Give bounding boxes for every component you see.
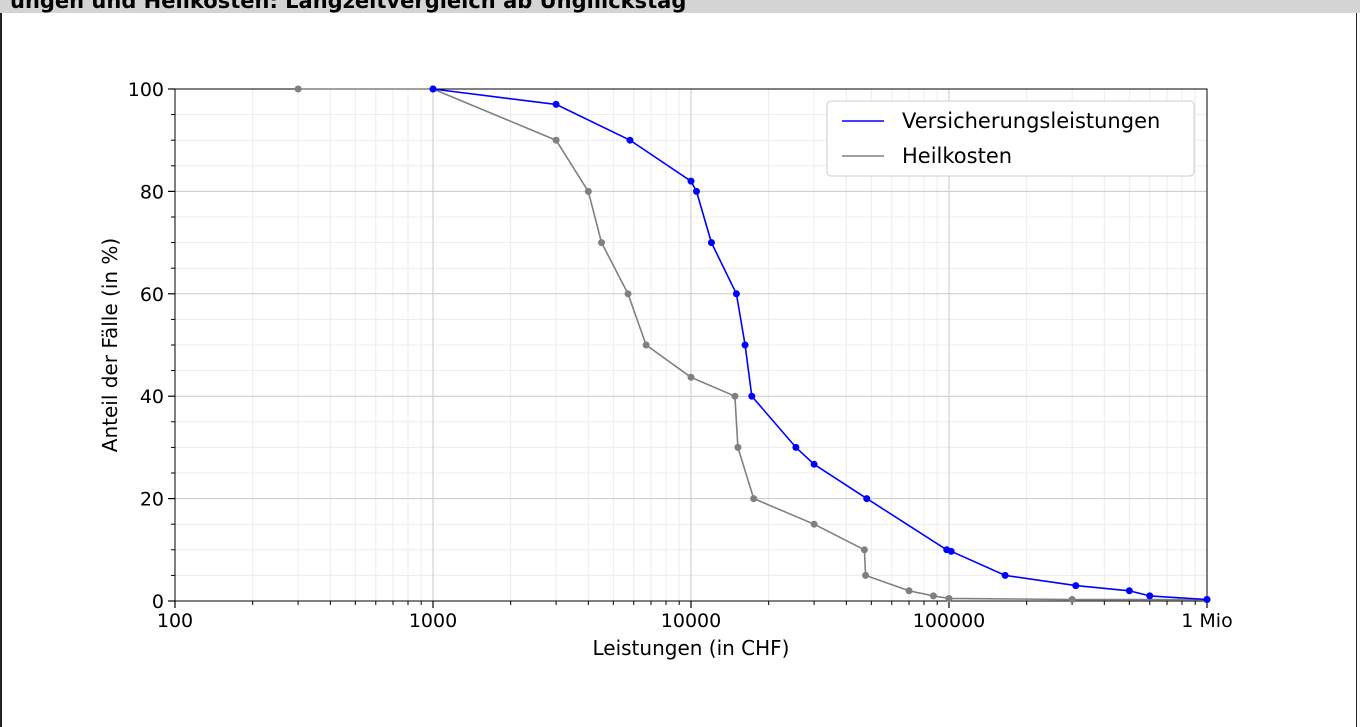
data-point-versicherungsleistungen bbox=[863, 495, 871, 503]
data-point-versicherungsleistungen bbox=[626, 136, 634, 144]
x-tick-label: 10000 bbox=[661, 610, 721, 632]
data-point-versicherungsleistungen bbox=[1146, 592, 1154, 600]
data-point-versicherungsleistungen bbox=[748, 392, 756, 400]
chart-frame bbox=[0, 13, 1357, 727]
data-point-versicherungsleistungen bbox=[429, 85, 437, 93]
x-tick-label: 100000 bbox=[913, 610, 986, 632]
legend: Versicherungsleistungen Heilkosten bbox=[826, 100, 1195, 177]
data-point-versicherungsleistungen bbox=[1072, 582, 1080, 590]
data-point-heilkosten bbox=[598, 239, 606, 247]
window-titlebar: ungen und Heilkosten: Langzeitvergleich … bbox=[0, 0, 1360, 13]
legend-box bbox=[826, 100, 1195, 177]
data-point-versicherungsleistungen bbox=[947, 547, 955, 555]
y-tick-label: 0 bbox=[152, 591, 164, 613]
y-tick-label: 60 bbox=[140, 284, 164, 306]
data-point-heilkosten bbox=[552, 136, 560, 144]
data-point-heilkosten bbox=[731, 392, 739, 400]
data-point-heilkosten bbox=[862, 571, 870, 579]
data-point-heilkosten bbox=[734, 443, 742, 451]
data-point-heilkosten bbox=[905, 587, 913, 595]
legend-label-versicherungsleistungen: Versicherungsleistungen bbox=[902, 109, 1160, 133]
window-title: ungen und Heilkosten: Langzeitvergleich … bbox=[10, 0, 687, 13]
data-point-versicherungsleistungen bbox=[552, 100, 560, 108]
x-tick-label: 1000 bbox=[409, 610, 457, 632]
data-point-versicherungsleistungen bbox=[1203, 595, 1211, 603]
data-point-heilkosten bbox=[810, 520, 818, 528]
data-point-heilkosten bbox=[624, 290, 632, 298]
y-axis-label: Anteil der Fälle (in %) bbox=[98, 238, 122, 452]
x-axis-label: Leistungen (in CHF) bbox=[592, 636, 789, 660]
data-point-heilkosten bbox=[1068, 595, 1076, 603]
y-tick-label: 20 bbox=[140, 489, 164, 511]
series-layer bbox=[294, 85, 1211, 603]
data-point-versicherungsleistungen bbox=[687, 177, 695, 185]
data-point-versicherungsleistungen bbox=[1001, 571, 1009, 579]
x-tick-label: 1 Mio bbox=[1181, 610, 1232, 632]
data-point-heilkosten bbox=[294, 85, 302, 93]
axis-ticks: 100 1000 10000 100000 1 Mio 0 20 40 60 80 100 bbox=[128, 79, 1233, 632]
data-point-versicherungsleistungen bbox=[1125, 587, 1133, 595]
data-point-versicherungsleistungen bbox=[692, 187, 700, 195]
legend-label-heilkosten: Heilkosten bbox=[902, 144, 1012, 168]
data-point-heilkosten bbox=[860, 546, 868, 554]
data-point-heilkosten bbox=[929, 592, 937, 600]
y-tick-label: 100 bbox=[128, 79, 164, 101]
data-point-versicherungsleistungen bbox=[792, 443, 800, 451]
data-point-versicherungsleistungen bbox=[732, 290, 740, 298]
y-tick-label: 40 bbox=[140, 386, 164, 408]
data-point-heilkosten bbox=[642, 341, 650, 349]
x-tick-label: 100 bbox=[157, 610, 193, 632]
y-tick-label: 80 bbox=[140, 181, 164, 203]
data-point-heilkosten bbox=[945, 594, 953, 602]
data-point-versicherungsleistungen bbox=[741, 341, 749, 349]
data-point-heilkosten bbox=[584, 187, 592, 195]
data-point-heilkosten bbox=[687, 373, 695, 381]
data-point-versicherungsleistungen bbox=[810, 460, 818, 468]
data-point-versicherungsleistungen bbox=[707, 239, 715, 247]
data-point-heilkosten bbox=[750, 495, 758, 503]
